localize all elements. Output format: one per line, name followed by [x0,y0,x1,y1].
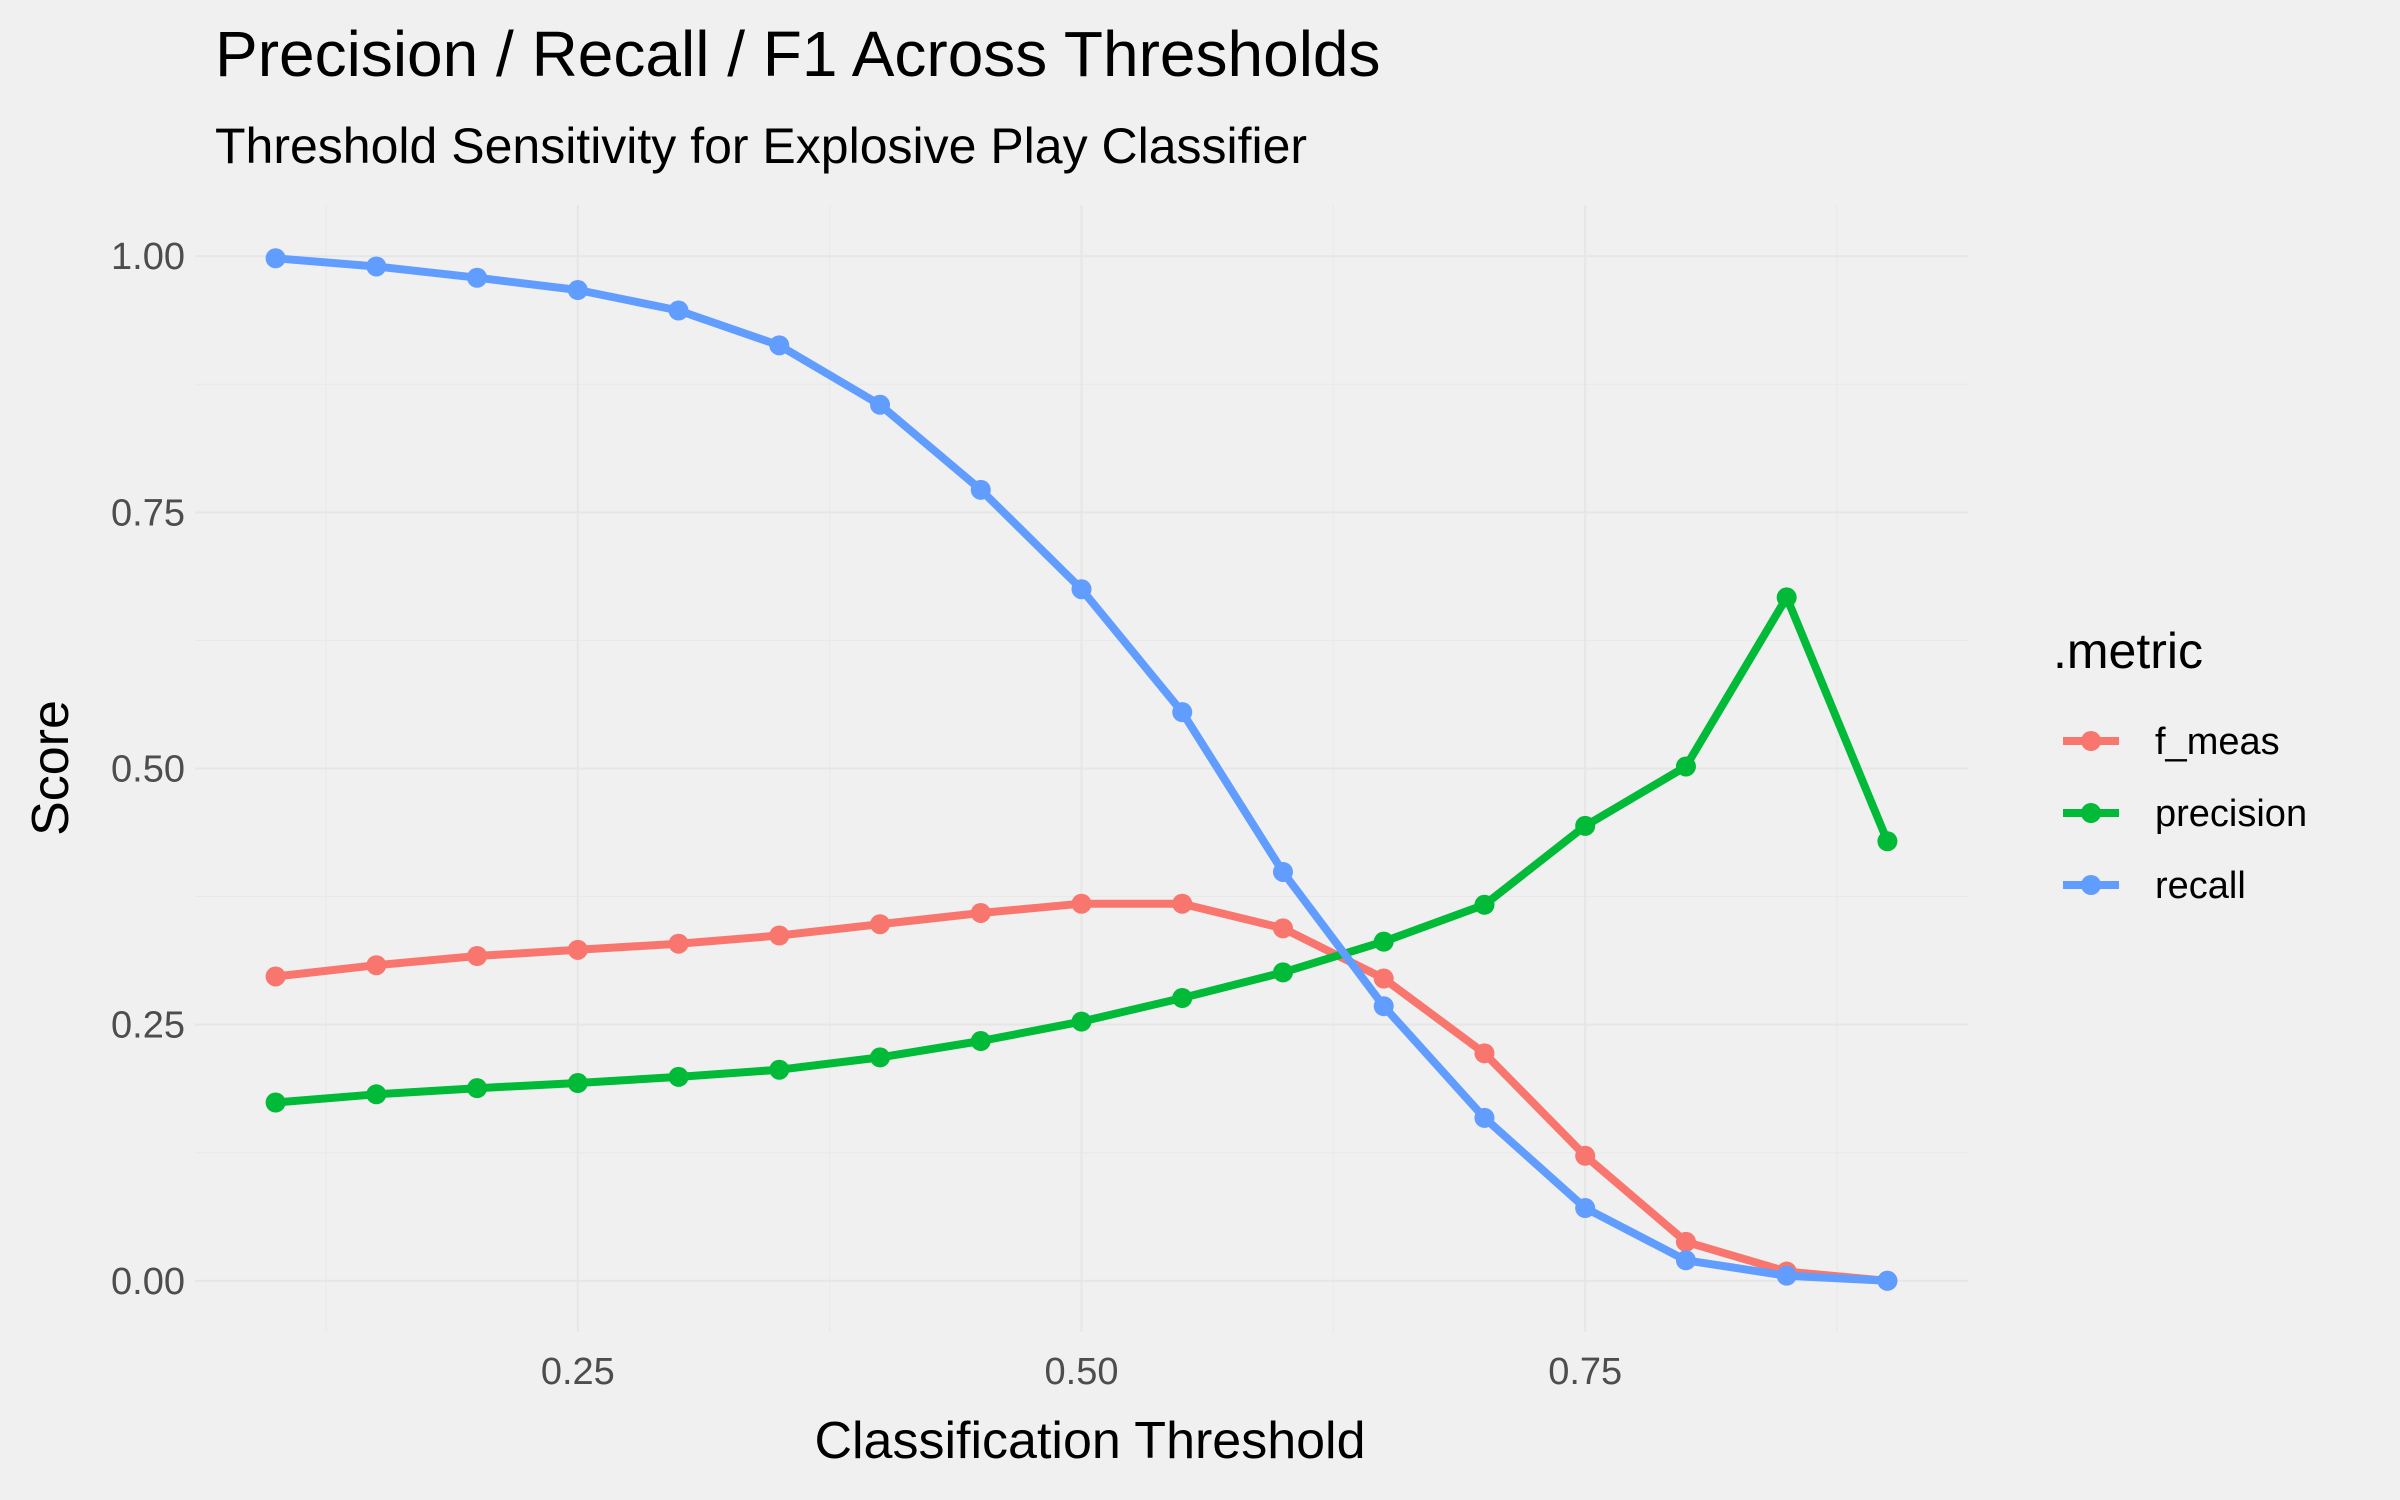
legend-key-point [2081,875,2101,895]
data-point-f_meas [1675,1231,1696,1252]
data-point-precision [467,1078,488,1099]
series-recall [265,248,1898,1291]
data-point-precision [769,1059,790,1080]
chart-title: Precision / Recall / F1 Across Threshold… [215,18,1381,90]
x-tick-label: 0.25 [541,1351,615,1393]
legend-item-f_meas: f_meas [2063,721,2280,763]
y-tick-label: 1.00 [111,236,185,278]
data-point-f_meas [970,902,991,923]
legend-label: precision [2155,793,2307,835]
x-axis-ticks: 0.25 0.50 0.75 [541,1351,1622,1393]
data-point-recall [668,300,689,321]
data-point-recall [1272,861,1293,882]
data-point-precision [1071,1011,1092,1032]
data-point-recall [1575,1198,1596,1219]
data-point-f_meas [567,939,588,960]
data-point-recall [567,280,588,301]
x-tick-label: 0.50 [1045,1351,1119,1393]
data-point-recall [1373,996,1394,1017]
data-point-precision [1373,931,1394,952]
data-point-precision [1272,962,1293,983]
data-point-recall [265,248,286,269]
data-point-precision [870,1047,891,1068]
data-point-precision [970,1031,991,1052]
data-point-f_meas [870,914,891,935]
series-precision [265,587,1898,1113]
data-point-precision [1877,831,1898,852]
data-point-recall [467,267,488,288]
legend-item-precision: precision [2063,793,2307,835]
legend-label: recall [2155,865,2246,907]
y-axis-title: Score [22,700,80,836]
y-tick-label: 0.00 [111,1261,185,1303]
data-point-precision [1575,815,1596,836]
data-point-recall [1474,1107,1495,1128]
data-point-f_meas [366,955,387,976]
data-point-precision [265,1092,286,1113]
data-point-recall [870,394,891,415]
data-point-f_meas [1272,918,1293,939]
data-point-f_meas [769,925,790,946]
legend-label: f_meas [2155,721,2280,763]
data-point-precision [1776,587,1797,608]
y-axis-ticks: 0.00 0.25 0.50 0.75 1.00 [111,236,185,1303]
data-point-recall [970,479,991,500]
data-point-precision [1474,894,1495,915]
data-point-recall [366,256,387,277]
legend-key-point [2081,803,2101,823]
legend-key-point [2081,731,2101,751]
data-point-precision [1675,756,1696,777]
y-tick-label: 0.75 [111,492,185,534]
data-point-f_meas [265,966,286,987]
legend: .metric f_meas precision recall [2053,623,2307,907]
chart-subtitle: Threshold Sensitivity for Explosive Play… [215,118,1307,174]
series-group [265,248,1898,1291]
data-point-f_meas [1474,1043,1495,1064]
data-point-f_meas [467,945,488,966]
y-tick-label: 0.50 [111,749,185,791]
grid [195,205,1968,1332]
legend-title: .metric [2053,623,2203,679]
legend-item-recall: recall [2063,865,2246,907]
data-point-recall [1172,702,1193,723]
data-point-recall [1776,1265,1797,1286]
data-point-f_meas [1575,1145,1596,1166]
data-point-f_meas [1172,893,1193,914]
data-point-precision [668,1066,689,1087]
x-axis-title: Classification Threshold [814,1412,1365,1470]
data-point-recall [1071,579,1092,600]
data-point-precision [567,1073,588,1094]
y-tick-label: 0.25 [111,1005,185,1047]
data-point-recall [1675,1250,1696,1271]
data-point-f_meas [1373,968,1394,989]
data-point-recall [1877,1270,1898,1291]
data-point-recall [769,335,790,356]
x-tick-label: 0.75 [1548,1351,1622,1393]
data-point-precision [366,1084,387,1105]
data-point-f_meas [1071,893,1092,914]
data-point-f_meas [668,933,689,954]
data-point-precision [1172,987,1193,1008]
